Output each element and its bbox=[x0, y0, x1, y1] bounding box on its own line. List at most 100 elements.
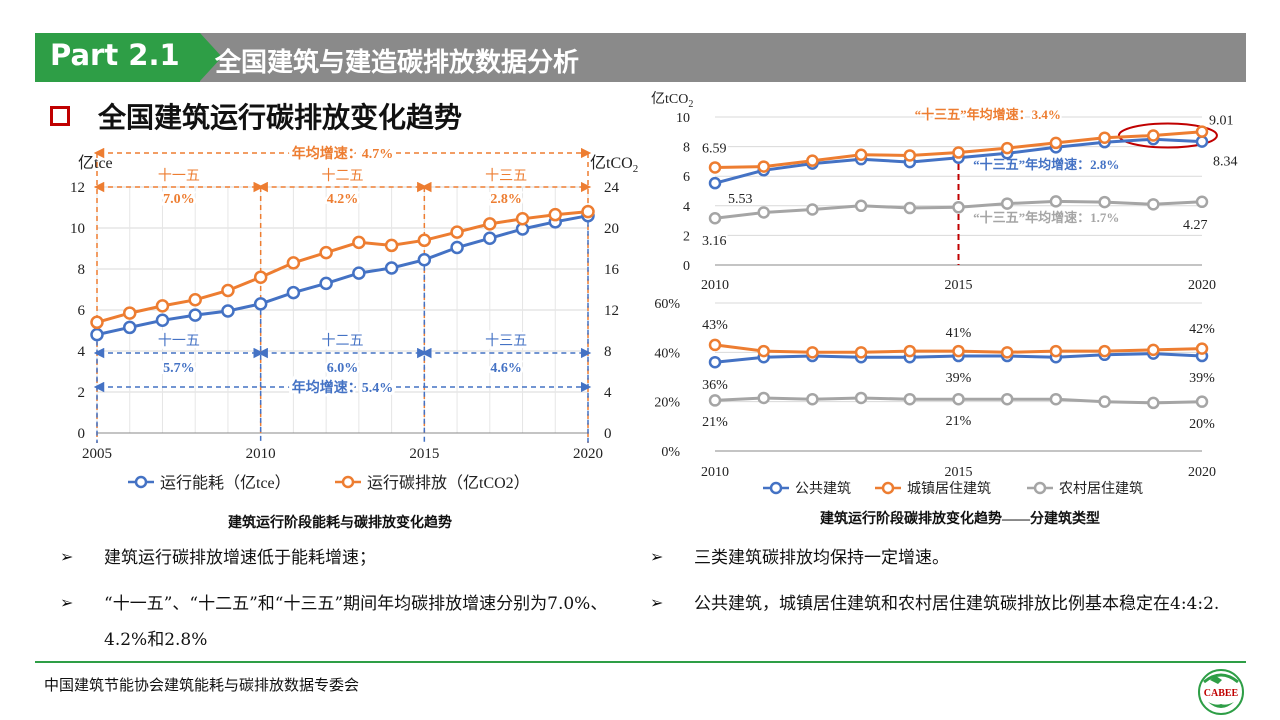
y-tick: 0 bbox=[683, 259, 690, 274]
bullet-arrow-icon: ➢ bbox=[60, 547, 74, 566]
data-point bbox=[854, 199, 868, 213]
data-point bbox=[757, 206, 770, 219]
y-right-tick: 16 bbox=[604, 262, 620, 278]
y-right-tick: 12 bbox=[604, 303, 619, 319]
data-point bbox=[1098, 195, 1111, 209]
legend-marker bbox=[1033, 481, 1047, 495]
logo-text: CABEE bbox=[1204, 688, 1239, 699]
part-number: Part 2.1 bbox=[50, 38, 180, 72]
data-point bbox=[903, 344, 917, 358]
x-tick: 2020 bbox=[1188, 278, 1216, 293]
data-point bbox=[483, 231, 497, 245]
energy-period-label: 十一五 bbox=[158, 333, 200, 349]
x-tick: 2015 bbox=[409, 446, 439, 462]
energy-period-rate: 5.7% bbox=[163, 361, 195, 376]
carbon-period-label: 十三五 bbox=[485, 168, 527, 184]
data-point bbox=[188, 308, 202, 322]
data-point bbox=[903, 149, 917, 162]
data-point bbox=[708, 211, 722, 225]
energy-period-rate: 6.0% bbox=[327, 361, 359, 376]
data-point bbox=[757, 391, 770, 405]
data-point bbox=[708, 355, 722, 369]
label-urban-2010: 6.59 bbox=[702, 141, 727, 156]
bullet-left-1: 建筑运行碳排放增速低于能耗增速； bbox=[104, 548, 376, 568]
bullet-left-2: “十一五”、“十二五”和“十三五”期间年均碳排放增速分别为7.0%、4.2%和2… bbox=[104, 594, 608, 650]
data-point bbox=[352, 235, 366, 250]
data-point bbox=[122, 320, 137, 335]
bullet-right-1: 三类建筑碳排放均保持一定增速。 bbox=[694, 548, 949, 568]
y-tick: 2 bbox=[683, 229, 690, 244]
data-point bbox=[1049, 392, 1063, 406]
data-point bbox=[1098, 344, 1111, 358]
data-point bbox=[1147, 343, 1160, 357]
x-tick: 2010 bbox=[701, 278, 729, 293]
data-point bbox=[1049, 136, 1063, 150]
data-point bbox=[188, 293, 202, 307]
annotation-urban-rate: “十三五”年均增速：3.4% bbox=[915, 107, 1061, 122]
data-point bbox=[952, 344, 965, 358]
data-point bbox=[1195, 125, 1209, 138]
overall-energy-rate: 年均增速：5.4% bbox=[292, 379, 394, 396]
data-point bbox=[708, 176, 722, 190]
annotation-rural-rate: “十三五”年均增速：1.7% bbox=[973, 210, 1119, 225]
data-point bbox=[1147, 396, 1160, 410]
y-tick: 10 bbox=[676, 111, 690, 126]
label-public-2020: 8.34 bbox=[1213, 155, 1238, 170]
carbon-period-rate: 2.8% bbox=[490, 192, 521, 207]
data-point bbox=[581, 204, 595, 219]
y-tick: 60% bbox=[654, 297, 680, 312]
x-tick: 2015 bbox=[945, 278, 973, 293]
energy-period-label: 十二五 bbox=[322, 333, 364, 349]
carbon-period-rate: 4.2% bbox=[327, 192, 359, 207]
bullet-right-2: 公共建筑，城镇居住建筑和农村居住建筑碳排放比例基本稳定在4:4:2. bbox=[694, 594, 1220, 614]
y-tick: 20% bbox=[654, 396, 680, 411]
data-point bbox=[1195, 395, 1209, 408]
data-point bbox=[384, 238, 399, 253]
data-point bbox=[903, 392, 917, 406]
data-point bbox=[253, 297, 268, 311]
data-point bbox=[1195, 135, 1209, 148]
y-left-tick: 6 bbox=[78, 303, 86, 319]
left-chart-caption: 建筑运行阶段能耗与碳排放变化趋势 bbox=[228, 514, 452, 531]
y-tick: 4 bbox=[683, 200, 690, 215]
data-point bbox=[806, 392, 819, 406]
y-right-tick: 4 bbox=[604, 385, 612, 401]
data-point bbox=[352, 266, 366, 280]
footer-organization: 中国建筑节能协会建筑能耗与碳排放数据专委会 bbox=[44, 676, 360, 694]
carbon-period-label: 十二五 bbox=[322, 168, 364, 184]
data-point bbox=[757, 160, 770, 173]
data-point bbox=[854, 148, 868, 161]
data-point bbox=[1098, 131, 1111, 144]
label-rural-2020: 20% bbox=[1189, 417, 1215, 432]
data-point bbox=[1000, 197, 1014, 210]
data-point bbox=[1000, 141, 1014, 155]
right-bottom-legend: 公共建筑 城镇居住建筑 农村居住建筑 bbox=[763, 481, 1143, 497]
label-public-2010: 5.53 bbox=[728, 192, 753, 207]
data-point bbox=[1000, 392, 1014, 406]
footer-divider bbox=[35, 661, 1246, 663]
label-urban-2015: 41% bbox=[946, 326, 972, 341]
data-point bbox=[286, 256, 301, 270]
data-point bbox=[1049, 344, 1063, 358]
label-rural-2020: 4.27 bbox=[1183, 218, 1208, 233]
legend-marker bbox=[881, 481, 895, 495]
data-point bbox=[1195, 195, 1209, 209]
bullet-arrow-icon: ➢ bbox=[650, 547, 664, 566]
annotation-public-rate: “十三五”年均增速：2.8% bbox=[973, 157, 1119, 172]
header-arrow-shape bbox=[200, 33, 222, 81]
label-public-2010: 36% bbox=[702, 378, 728, 393]
x-tick: 2010 bbox=[246, 446, 276, 462]
data-point bbox=[952, 201, 965, 214]
label-urban-2020: 42% bbox=[1189, 322, 1215, 337]
label-public-2015: 39% bbox=[946, 371, 972, 386]
legend-label: 城镇居住建筑 bbox=[907, 481, 991, 497]
bullet-arrow-icon: ➢ bbox=[60, 593, 74, 612]
right-top-chart: 6.59 5.53 3.16 9.01 8.34 4.27 “十三五”年均增速：3.4% “十… bbox=[651, 91, 1240, 293]
data-point bbox=[854, 391, 868, 405]
x-tick: 2020 bbox=[573, 446, 603, 462]
left-y-unit: 亿tce bbox=[78, 154, 113, 172]
page-title: 全国建筑与建造碳排放数据分析 bbox=[215, 48, 580, 78]
data-point bbox=[417, 253, 432, 267]
energy-period-rate: 4.6% bbox=[490, 361, 521, 376]
data-point bbox=[90, 315, 104, 330]
